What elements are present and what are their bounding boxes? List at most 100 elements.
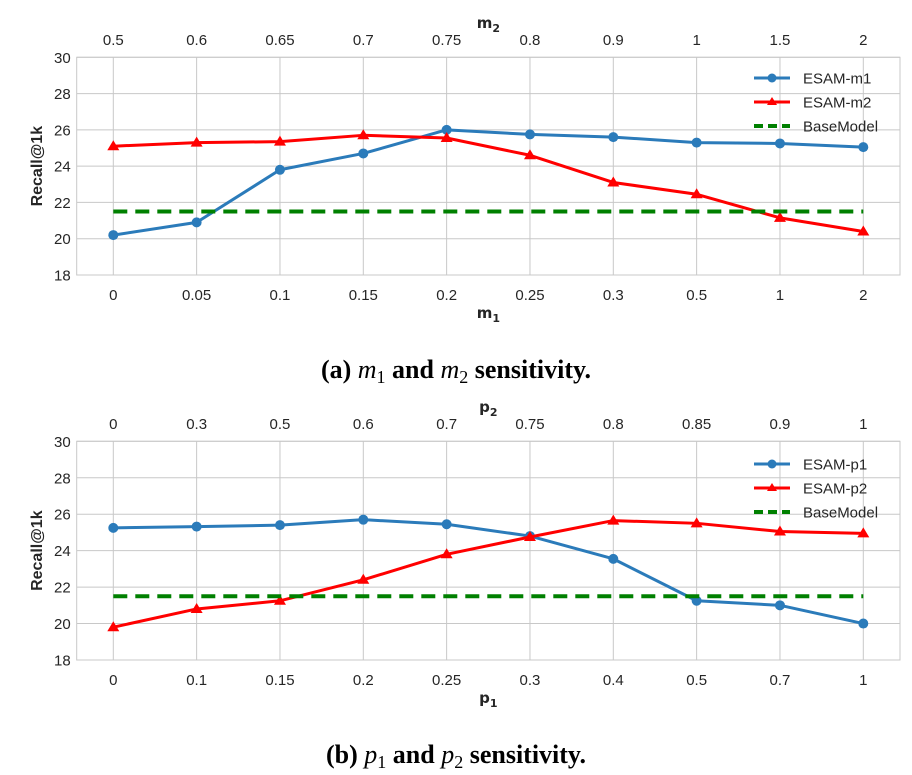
chart-panel-b: 18 20 22 24 26 28 30 0 0.1 0.15 0.2 0.25 0.3 0.4 0.5 0.… [29, 398, 901, 772]
y-tick-label: 18 [54, 653, 71, 670]
data-point-circle [691, 595, 702, 606]
legend-label: ESAM-m1 [803, 71, 871, 88]
series-line [113, 128, 864, 237]
data-point-triangle [107, 621, 120, 632]
data-point-triangle [857, 225, 870, 236]
legend-label: ESAM-p1 [803, 457, 867, 474]
data-point-circle [691, 137, 702, 148]
x-tick-label-bottom: 0.1 [270, 287, 291, 304]
y-tick-label: 22 [54, 580, 71, 597]
data-point-circle [358, 148, 369, 159]
data-point-triangle [190, 136, 203, 147]
series-esam-p2 [107, 514, 870, 632]
data-point-circle [608, 132, 619, 143]
y-tick-label: 28 [54, 86, 71, 103]
x-axis-title-bottom: m1 [477, 304, 500, 325]
series-esam-m2 [107, 129, 870, 236]
data-point-triangle [523, 530, 536, 541]
data-point-circle [774, 600, 785, 611]
data-point-circle [108, 522, 119, 533]
y-axis-title: Recall@1k [29, 510, 46, 591]
x-tick-label-top: 2 [859, 32, 867, 49]
x-tick-label-top: 0.6 [353, 416, 374, 433]
x-tick-label-bottom: 0.7 [770, 672, 791, 689]
y-tick-label: 30 [54, 434, 71, 451]
x-tick-label-bottom: 0.5 [686, 672, 707, 689]
data-point-triangle [107, 140, 120, 151]
y-tick-label: 20 [54, 231, 71, 248]
x-tick-label-top: 0.7 [353, 32, 374, 49]
data-point-circle [191, 521, 202, 532]
y-tick-label: 20 [54, 616, 71, 633]
x-tick-label-top: 0.85 [682, 416, 711, 433]
y-tick-label: 24 [54, 543, 71, 560]
data-point-triangle [773, 211, 786, 222]
plot-frame [76, 56, 901, 276]
x-tick-label-bottom: 1 [859, 672, 867, 689]
data-point-triangle [440, 548, 453, 559]
legend-marker-circle [767, 73, 777, 83]
x-axis-title-bottom: p1 [479, 689, 497, 710]
figure-caption: (b) p1 and p2 sensitivity. [326, 740, 586, 772]
legend-marker-circle [767, 459, 777, 469]
x-tick-label-top: 1 [692, 32, 700, 49]
y-tick-label: 18 [54, 268, 71, 285]
y-tick-label: 28 [54, 470, 71, 487]
data-point-triangle [190, 602, 203, 613]
data-point-triangle [690, 188, 703, 199]
x-tick-label-bottom: 0.2 [436, 287, 457, 304]
data-point-circle [524, 129, 535, 140]
x-tick-label-bottom: 0.25 [432, 672, 461, 689]
x-tick-label-bottom: 0.4 [603, 672, 624, 689]
x-axis-title-top: p2 [479, 398, 497, 419]
legend: ESAM-p1 ESAM-p2 BaseModel [754, 457, 878, 522]
x-tick-label-top: 0.9 [603, 32, 624, 49]
x-tick-label-top: 0.65 [265, 32, 294, 49]
x-tick-label-bottom: 0.2 [353, 672, 374, 689]
figure-caption: (a) m1 and m2 sensitivity. [321, 355, 591, 387]
x-tick-label-top: 0.5 [270, 416, 291, 433]
x-tick-label-bottom: 2 [859, 287, 867, 304]
data-point-triangle [273, 594, 286, 605]
data-point-circle [774, 138, 785, 149]
data-point-circle [191, 217, 202, 228]
plot-frame [76, 440, 901, 661]
y-tick-label: 22 [54, 195, 71, 212]
x-tick-label-bottom: 0 [109, 287, 117, 304]
x-tick-label-bottom: 0.1 [186, 672, 207, 689]
y-tick-label: 26 [54, 507, 71, 524]
x-tick-label-top: 0.7 [436, 416, 457, 433]
legend: ESAM-m1 ESAM-m2 BaseModel [754, 71, 878, 136]
data-point-circle [858, 142, 869, 153]
x-tick-label-top: 0.6 [186, 32, 207, 49]
legend-label: ESAM-m2 [803, 95, 871, 112]
x-axis-title-top: m2 [477, 14, 500, 35]
x-tick-label-top: 0.8 [603, 416, 624, 433]
y-tick-label: 26 [54, 122, 71, 139]
x-tick-label-bottom: 0.3 [520, 672, 541, 689]
data-point-triangle [357, 573, 370, 584]
x-tick-label-top: 1 [859, 416, 867, 433]
y-tick-label: 24 [54, 159, 71, 176]
y-axis-title: Recall@1k [29, 126, 46, 207]
data-point-triangle [357, 129, 370, 140]
x-tick-label-bottom: 1 [776, 287, 784, 304]
x-tick-label-bottom: 0 [109, 672, 117, 689]
data-point-triangle [773, 525, 786, 536]
data-point-circle [274, 520, 285, 531]
x-tick-label-bottom: 0.25 [515, 287, 544, 304]
series-line [113, 133, 864, 233]
legend-marker-triangle [767, 483, 777, 491]
data-point-circle [274, 164, 285, 175]
legend-label: BaseModel [803, 505, 878, 522]
data-point-circle [358, 514, 369, 525]
data-point-circle [441, 519, 452, 530]
data-point-circle [108, 230, 119, 241]
x-tick-label-top: 0 [109, 416, 117, 433]
x-tick-label-bottom: 0.15 [265, 672, 294, 689]
series-line [113, 518, 864, 626]
data-point-triangle [607, 176, 620, 187]
data-point-triangle [440, 132, 453, 143]
